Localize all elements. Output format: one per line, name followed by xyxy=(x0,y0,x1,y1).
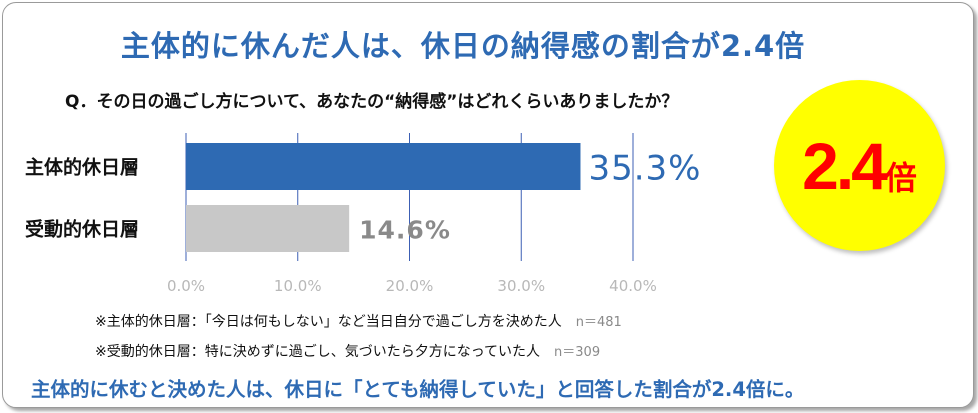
badge-unit: 倍 xyxy=(884,158,917,197)
note-secondary-text: ※受動的休日層：特に決めずに過ごし、気づいたら夕方になっていた人 xyxy=(95,344,541,360)
ratio-badge: 2.4倍 xyxy=(774,80,945,251)
note-primary: ※主体的休日層：「今日は何もしない」など当日自分で過ごし方を決めた人 n＝481 xyxy=(95,311,622,331)
x-tick-label: 40.0% xyxy=(609,277,657,295)
data-label: 35.3% xyxy=(588,149,701,189)
note-primary-text: ※主体的休日層：「今日は何もしない」など当日自分で過ごし方を決めた人 xyxy=(95,314,562,330)
footer-summary: 主体的に休むと決めた人は、休日に「とても納得していた」と回答した割合が2.4倍に… xyxy=(31,378,805,401)
bar xyxy=(186,205,350,252)
x-tick-label: 30.0% xyxy=(497,277,545,295)
note-secondary: ※受動的休日層：特に決めずに過ごし、気づいたら夕方になっていた人 n＝309 xyxy=(95,341,600,361)
page-title: 主体的に休んだ人は、休日の納得感の割合が2.4倍 xyxy=(120,29,806,63)
category-label: 受動的休日層 xyxy=(25,218,139,241)
bar xyxy=(186,143,581,190)
x-tick-label: 20.0% xyxy=(386,277,434,295)
badge-number: 2.4 xyxy=(802,128,888,203)
category-label: 主体的休日層 xyxy=(25,156,139,179)
note-secondary-n: n＝309 xyxy=(554,345,601,360)
note-primary-n: n＝481 xyxy=(575,315,622,330)
bar-chart: 0.0% 10.0% 20.0% 30.0% 40.0% 主体的休日層 35.3% 受動的休日… xyxy=(25,133,701,295)
x-tick-label: 0.0% xyxy=(167,277,205,295)
data-label: 14.6% xyxy=(359,216,451,245)
survey-question: Q．その日の過ごし方について、あなたの“納得感”はどれくらいありましたか？ xyxy=(65,92,679,112)
infographic-panel: 主体的に休んだ人は、休日の納得感の割合が2.4倍 Q．その日の過ごし方について、… xyxy=(2,2,974,408)
x-tick-label: 10.0% xyxy=(274,277,322,295)
